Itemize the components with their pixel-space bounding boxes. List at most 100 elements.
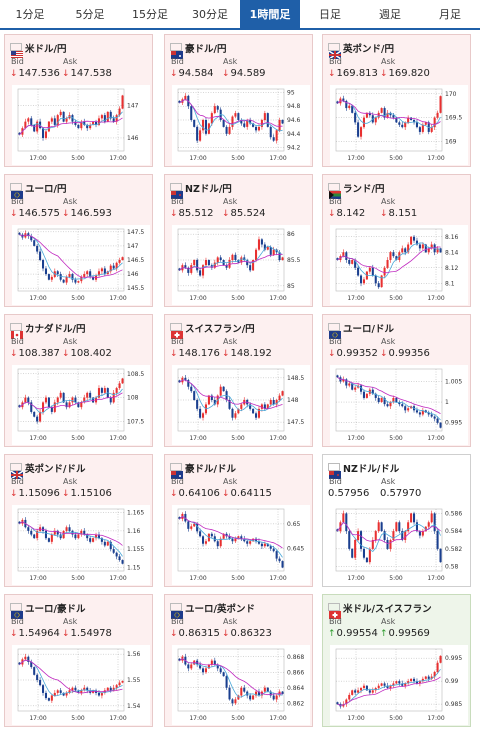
candle-bull: [351, 690, 354, 695]
y-tick-label: 0.584: [445, 528, 462, 535]
tab-1[interactable]: 5分足: [75, 8, 105, 21]
pair-name[interactable]: ユーロ/英ポンド: [185, 604, 255, 615]
candle-bear: [44, 692, 48, 699]
candle-bull: [371, 540, 374, 549]
pair-card[interactable]: 豪ドル/円 Bid Ask ↓94.584 ↓94.589 17:00 5:00 1…: [164, 34, 313, 167]
ask-value: 0.57970: [380, 488, 422, 499]
candle-bear: [359, 275, 363, 284]
x-tick-label: 17:00: [347, 155, 364, 162]
pair-name[interactable]: スイスフラン/円: [185, 324, 255, 335]
pair-card[interactable]: ユーロ/英ポンド Bid Ask ↓0.86315 ↓0.86323 17:00…: [164, 594, 313, 727]
pair-name[interactable]: NZドル/ドル: [343, 464, 400, 475]
pair-card[interactable]: NZドル/ドル Bid Ask 0.57956 0.57970 17:00 5:0…: [322, 454, 471, 587]
pair-card[interactable]: 英ポンド/円 Bid Ask ↓169.813 ↓169.820 17:00 5:…: [322, 34, 471, 167]
candle-bear: [436, 418, 439, 423]
candle-bear: [357, 122, 360, 137]
candle-bull: [362, 685, 366, 689]
y-tick-label: 0.866: [287, 669, 304, 676]
pair-name[interactable]: 英ポンド/円: [343, 44, 394, 55]
candle-bear: [263, 404, 266, 409]
pair-card[interactable]: ランド/円 Bid Ask ↓8.142 ↓8.151 17:00 5:00 17:…: [322, 174, 471, 307]
candle-bear: [272, 548, 275, 552]
tab-4[interactable]: 1時間足: [240, 0, 300, 28]
candle-bear: [234, 254, 237, 260]
tab-0[interactable]: 1分足: [15, 8, 45, 21]
candle-bull: [380, 108, 383, 113]
ch-flag-icon: [170, 323, 183, 339]
bid-label: Bid: [171, 617, 184, 626]
plot-frame: [17, 368, 125, 432]
pair-card[interactable]: ユーロ/ドル Bid Ask ↓0.99352 ↓0.99356 17:00 5:…: [322, 314, 471, 447]
tab-6[interactable]: 週足: [379, 8, 401, 21]
pair-name[interactable]: ユーロ/豪ドル: [25, 604, 86, 615]
y-tick-label: 148.5: [287, 375, 304, 382]
pair-card[interactable]: 米ドル/円 Bid Ask ↓147.536 ↓147.538 17:00 5:0…: [4, 34, 153, 167]
pair-name[interactable]: ランド/円: [343, 184, 385, 195]
y-tick-label: 0.586: [445, 510, 462, 517]
candle-bear: [398, 402, 401, 405]
pair-name[interactable]: 豪ドル/ドル: [185, 464, 236, 475]
candle-bear: [30, 236, 33, 241]
pair-card[interactable]: スイスフラン/円 Bid Ask ↓148.176 ↓148.192 17:00…: [164, 314, 313, 447]
pair-name[interactable]: 豪ドル/円: [185, 44, 227, 55]
candle-bull: [421, 410, 424, 415]
chart-svg: 17:00 5:00 17:00 0.586 0.584 0.582 0.58: [335, 508, 462, 582]
pair-card[interactable]: NZドル/円 Bid Ask ↓85.512 ↓85.524 17:00 5:00…: [164, 174, 313, 307]
pair-name[interactable]: カナダドル/円: [25, 324, 86, 335]
candle-bear: [345, 100, 348, 109]
pair-name[interactable]: ユーロ/円: [25, 184, 67, 195]
pair-card[interactable]: 英ポンド/ドル Bid Ask ↓1.15096 ↓1.15106 17:00 5…: [4, 454, 153, 587]
candle-bull: [83, 397, 86, 403]
candle-bull: [374, 117, 377, 123]
candle-bear: [112, 265, 115, 269]
pair-name[interactable]: 英ポンド/ドル: [25, 464, 86, 475]
candle-bear: [377, 397, 380, 403]
candle-bear: [231, 538, 234, 542]
x-tick-label: 5:00: [71, 575, 85, 582]
pair-card[interactable]: ユーロ/円 Bid Ask ↓146.575 ↓146.593 17:00 5:0…: [4, 174, 153, 307]
pair-card[interactable]: 豪ドル/ドル Bid Ask ↓0.64106 ↓0.64115 17:00 5:…: [164, 454, 313, 587]
candle-bear: [187, 664, 190, 669]
pair-name[interactable]: 米ドル/スイスフラン: [343, 604, 432, 615]
y-tick-label: 0.862: [287, 700, 304, 707]
tab-3[interactable]: 30分足: [192, 8, 228, 21]
candle-bear: [365, 685, 368, 691]
candle-bull: [219, 386, 222, 396]
down-arrow-icon: ↓: [380, 349, 388, 359]
candle-bear: [204, 120, 208, 134]
y-tick-label: 0.864: [287, 685, 304, 692]
bid-value: ↓94.584: [170, 68, 214, 79]
ma-slow-line: [337, 676, 441, 706]
plot-frame: [335, 368, 443, 432]
tab-2[interactable]: 15分足: [132, 8, 168, 21]
candle-bear: [336, 101, 339, 104]
pair-card[interactable]: 米ドル/スイスフラン Bid Ask ↑0.99554 ↑0.99569 17:…: [322, 594, 471, 727]
down-arrow-icon: ↓: [62, 489, 70, 499]
x-tick-label: 17:00: [427, 575, 444, 582]
pair-name[interactable]: ユーロ/ドル: [343, 324, 394, 335]
candle-bear: [27, 233, 30, 237]
pair-name[interactable]: 米ドル/円: [25, 44, 67, 55]
y-tick-label: 147.5: [127, 229, 144, 236]
candle-bear: [193, 120, 196, 127]
y-tick-label: 85.5: [287, 257, 301, 264]
candle-bear: [342, 98, 345, 101]
bid-label: Bid: [329, 477, 342, 486]
candle-bull: [77, 281, 80, 283]
candle-bull: [199, 130, 202, 141]
candle-bull: [50, 276, 53, 280]
pair-card[interactable]: カナダドル/円 Bid Ask ↓108.387 ↓108.402 17:00 5…: [4, 314, 153, 447]
plot-frame: [17, 88, 125, 152]
y-tick-label: 85: [287, 283, 295, 290]
candle-bull: [380, 397, 383, 403]
tab-5[interactable]: 日足: [319, 8, 341, 21]
candle-bull: [433, 671, 436, 677]
candle-bear: [109, 111, 112, 119]
candle-bull: [359, 127, 363, 137]
tab-7[interactable]: 月足: [439, 8, 461, 21]
y-tick-label: 0.995: [445, 655, 462, 662]
y-tick-label: 0.985: [445, 701, 462, 708]
pair-name[interactable]: NZドル/円: [185, 184, 232, 195]
pair-card[interactable]: ユーロ/豪ドル Bid Ask ↓1.54964 ↓1.54978 17:00 5…: [4, 594, 153, 727]
candle-bear: [272, 400, 275, 405]
